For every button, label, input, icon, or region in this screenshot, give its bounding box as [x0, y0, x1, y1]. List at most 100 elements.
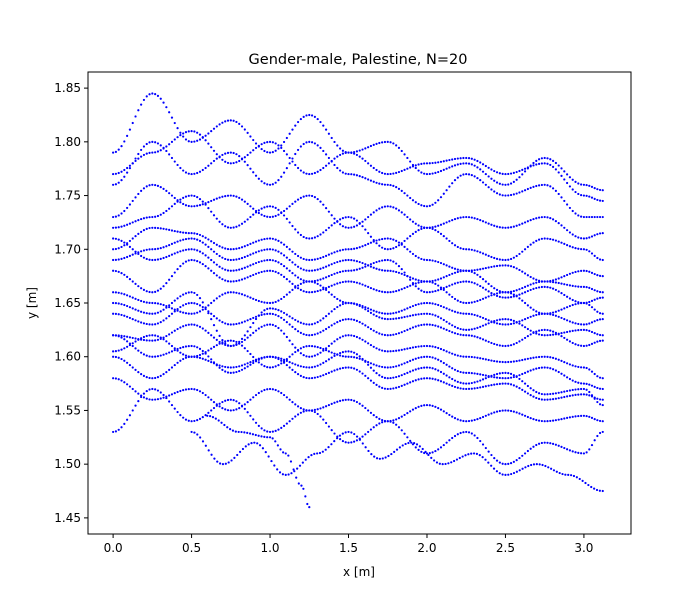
data-point	[240, 430, 243, 434]
data-point	[428, 377, 431, 380]
data-point	[467, 269, 471, 273]
data-point	[336, 220, 339, 223]
data-point	[479, 161, 482, 164]
data-point	[137, 285, 140, 288]
data-point	[369, 235, 373, 238]
data-point	[170, 253, 174, 256]
data-point	[266, 436, 269, 439]
data-point	[400, 309, 403, 312]
data-point	[254, 240, 258, 243]
data-point	[140, 148, 143, 152]
data-point	[563, 275, 566, 278]
data-point	[184, 354, 188, 357]
data-point	[526, 415, 529, 419]
data-point	[281, 473, 284, 476]
data-point	[439, 169, 443, 173]
data-point	[229, 162, 232, 165]
data-point	[490, 188, 493, 191]
data-point	[268, 205, 272, 208]
data-point	[546, 441, 549, 444]
data-point	[453, 325, 457, 328]
data-point	[451, 367, 454, 370]
data-point	[249, 360, 252, 364]
data-point	[254, 315, 258, 318]
data-point	[537, 366, 541, 370]
data-point	[498, 193, 501, 196]
data-point	[274, 324, 277, 328]
data-point	[381, 375, 384, 378]
data-point	[316, 332, 319, 335]
data-point	[302, 281, 305, 284]
data-point	[229, 409, 232, 412]
data-point	[288, 162, 291, 165]
data-point	[112, 430, 115, 434]
data-point	[386, 350, 389, 353]
data-point	[459, 270, 462, 273]
data-point	[308, 366, 311, 369]
data-point	[252, 273, 255, 277]
data-point	[187, 291, 190, 294]
data-point	[151, 301, 154, 305]
data-point	[418, 445, 421, 448]
data-point	[308, 194, 311, 197]
data-point	[190, 248, 193, 251]
x-axis: 0.0 0.5 1.0 1.5 2.0 2.5 3.0	[104, 534, 593, 555]
data-point	[470, 452, 473, 455]
data-point	[523, 382, 527, 385]
data-point	[196, 196, 199, 199]
data-point	[299, 365, 302, 368]
data-point	[395, 332, 398, 336]
data-point	[395, 418, 398, 421]
data-point	[367, 146, 370, 149]
data-point	[375, 181, 378, 184]
data-point	[566, 389, 569, 393]
data-point	[226, 151, 230, 154]
data-point	[479, 325, 482, 328]
data-point	[414, 357, 417, 360]
data-point	[448, 439, 451, 442]
data-point	[509, 376, 513, 379]
data-point	[585, 237, 588, 240]
data-point	[532, 356, 535, 359]
data-point	[114, 172, 118, 175]
data-point	[409, 276, 412, 279]
data-point	[218, 402, 221, 405]
data-point	[260, 180, 263, 183]
data-point	[549, 313, 552, 316]
data-point	[487, 322, 490, 325]
data-point	[509, 322, 513, 326]
data-point	[190, 172, 193, 176]
data-point	[336, 155, 339, 158]
data-point	[229, 269, 232, 272]
data-point	[593, 397, 596, 400]
data-point	[302, 345, 305, 349]
data-point	[588, 390, 591, 394]
data-point	[395, 144, 398, 147]
data-point	[210, 360, 213, 364]
data-point	[353, 356, 356, 359]
data-point	[521, 388, 524, 391]
data-point	[310, 366, 314, 369]
data-point	[229, 371, 232, 374]
data-point	[137, 392, 140, 395]
data-point	[154, 398, 157, 401]
data-point	[476, 436, 479, 440]
data-point	[123, 140, 126, 143]
data-point	[400, 348, 403, 351]
data-point	[201, 252, 204, 255]
data-point	[364, 360, 367, 363]
data-point	[165, 317, 168, 320]
data-point	[546, 216, 549, 219]
data-point	[389, 141, 392, 144]
data-point	[301, 461, 304, 464]
data-point	[414, 325, 417, 328]
data-point	[277, 390, 280, 393]
data-point	[142, 249, 146, 252]
data-point	[246, 336, 249, 339]
data-point	[288, 221, 291, 224]
data-point	[409, 278, 412, 281]
data-point	[274, 249, 277, 252]
data-point	[369, 164, 373, 167]
data-point	[217, 419, 220, 422]
data-point	[294, 252, 297, 256]
